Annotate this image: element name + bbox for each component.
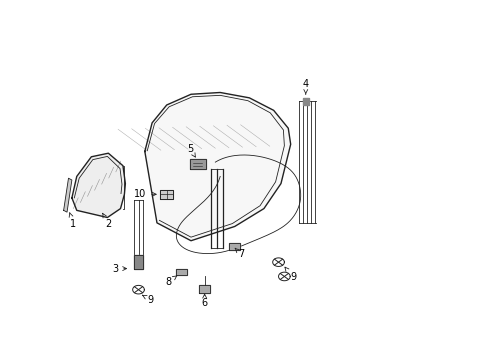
Text: 3: 3 (112, 264, 126, 274)
Text: 7: 7 (235, 248, 244, 259)
Text: 5: 5 (186, 144, 195, 157)
Text: 6: 6 (201, 294, 207, 308)
Polygon shape (133, 255, 143, 269)
Text: 2: 2 (102, 213, 111, 229)
Polygon shape (144, 93, 290, 241)
Polygon shape (228, 243, 239, 249)
Text: 1: 1 (69, 213, 76, 229)
Polygon shape (72, 153, 125, 217)
Polygon shape (199, 285, 210, 293)
Polygon shape (63, 178, 72, 212)
Text: 10: 10 (134, 189, 156, 199)
Polygon shape (176, 269, 187, 275)
Polygon shape (190, 158, 205, 169)
Text: 8: 8 (165, 276, 177, 287)
Text: 9: 9 (142, 295, 153, 305)
Polygon shape (160, 190, 173, 199)
Polygon shape (302, 98, 308, 105)
Text: 4: 4 (302, 78, 308, 94)
Text: 9: 9 (285, 267, 296, 282)
